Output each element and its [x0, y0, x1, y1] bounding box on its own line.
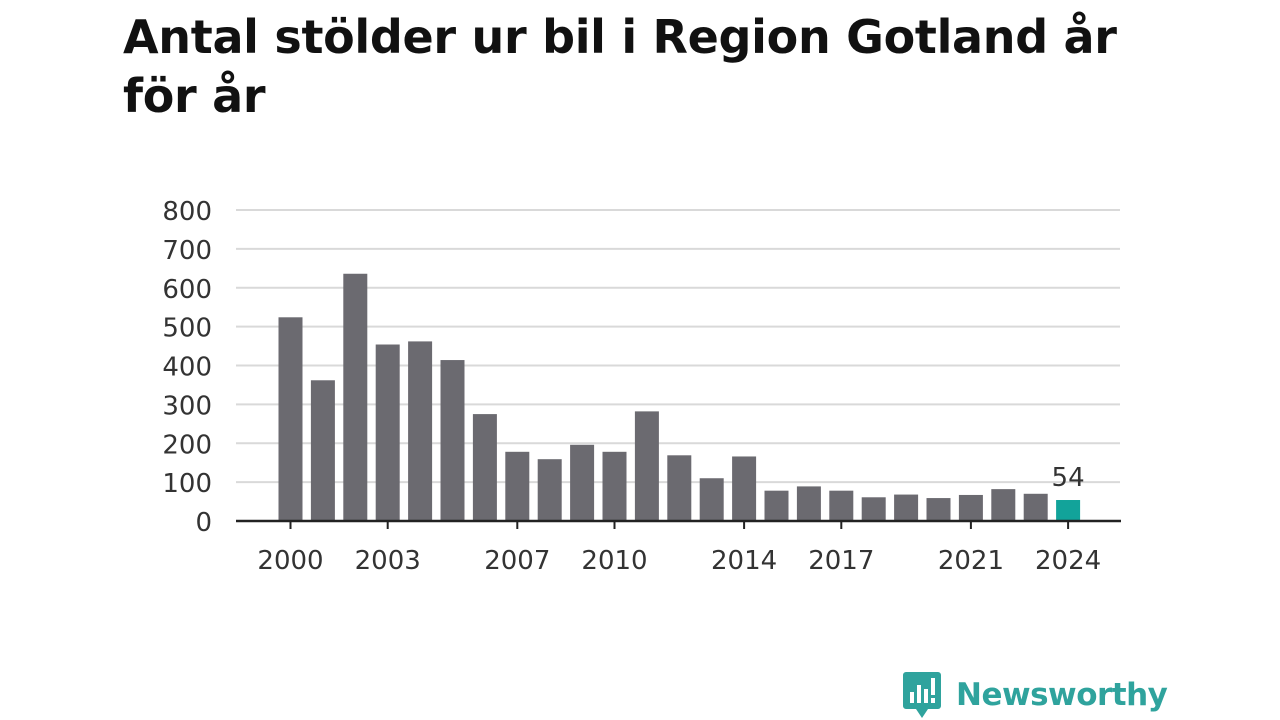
y-tick-label: 600	[162, 275, 212, 305]
y-axis-tick-labels: 0 100 200 300 400 500 600 700 800	[162, 197, 212, 538]
y-tick-label: 800	[162, 197, 212, 227]
x-tick-label: 2007	[484, 546, 550, 576]
bar-2001	[310, 380, 335, 521]
bar-2020	[926, 498, 951, 521]
y-tick-label: 0	[195, 508, 212, 538]
x-tick-label: 2003	[355, 546, 421, 576]
y-tick-label: 400	[162, 353, 212, 383]
bar-2005	[440, 360, 465, 521]
bar-2003	[375, 344, 400, 521]
bar-2013	[699, 478, 724, 521]
x-tick-label: 2010	[581, 546, 647, 576]
x-tick-label: 2021	[938, 546, 1004, 576]
bar-2022	[991, 489, 1016, 521]
bar-2012	[667, 455, 692, 521]
bar-2008	[537, 459, 562, 521]
x-tick-label: 2000	[257, 546, 323, 576]
bar-2024	[1056, 500, 1081, 521]
x-tick-label: 2024	[1035, 546, 1101, 576]
bar-2014	[732, 456, 757, 521]
bar-2000	[278, 317, 303, 521]
gridlines	[236, 209, 1120, 484]
y-tick-label: 700	[162, 236, 212, 266]
x-tick-label: 2017	[808, 546, 874, 576]
bar-2004	[408, 341, 433, 521]
bar-2009	[570, 444, 595, 521]
bar-2011	[634, 411, 659, 521]
y-tick-label: 500	[162, 314, 212, 344]
bar-2010	[602, 451, 627, 521]
x-axis: 2000 2003 2007 2010 2014 2017 2021 2024	[236, 519, 1121, 576]
bar-2023	[1023, 493, 1048, 521]
bar-2007	[505, 451, 530, 521]
chart-title: Antal stölder ur bil i Region Gotland år…	[123, 10, 1117, 123]
bar-2016	[796, 486, 821, 521]
bar-2002	[343, 273, 368, 521]
data-label-2024: 54	[1052, 463, 1085, 493]
y-tick-label: 200	[162, 430, 212, 460]
x-tick-label: 2014	[711, 546, 777, 576]
data-labels: 54	[1052, 463, 1085, 493]
y-tick-label: 300	[162, 391, 212, 421]
bar-2006	[472, 414, 497, 521]
bar-2017	[829, 490, 854, 521]
bar-2018	[861, 497, 886, 521]
newsworthy-logo: Newsworthy	[902, 670, 1168, 720]
bar-2021	[958, 494, 983, 521]
y-tick-label: 100	[162, 469, 212, 499]
bar-2019	[894, 494, 919, 521]
bar-2015	[764, 490, 789, 521]
newsworthy-logo-icon	[903, 672, 941, 718]
bars	[278, 273, 1081, 521]
newsworthy-logo-text: Newsworthy	[956, 677, 1168, 713]
